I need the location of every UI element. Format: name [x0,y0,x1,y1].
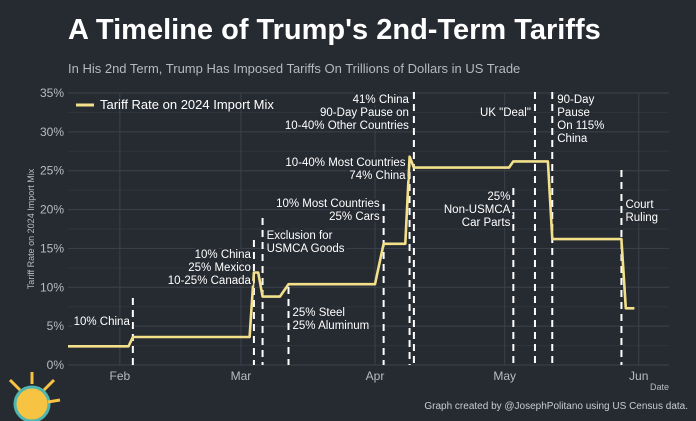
chart-title: A Timeline of Trump's 2nd-Term Tariffs [68,14,601,46]
source-credit: Graph created by @JosephPolitano using U… [424,401,688,412]
event-label: 74% China [349,170,406,182]
x-tick-label: Jun [629,369,648,383]
x-tick-label: Feb [110,369,131,383]
x-tick-label: Apr [366,369,385,383]
y-tick-label: 20% [40,203,64,217]
y-tick-label: 35% [40,86,64,100]
event-label: Court [625,199,654,211]
event-label: 90-Day Pause on [320,107,409,119]
event-label: UK "Deal" [480,107,531,119]
event-label: Exclusion for [267,230,333,242]
chart-subtitle: In His 2nd Term, Trump Has Imposed Tarif… [68,61,521,76]
axes: 0% 5% 10% 15% 20% 25% 30% 35% Feb Mar Apr May Jun Tar… [26,86,669,392]
event-label: 25% Steel [293,307,345,319]
y-tick-label: 10% [40,280,64,294]
event-label: 25% Cars [329,211,380,223]
event-label: China [557,133,588,145]
x-tick-label: Mar [231,369,252,383]
event-label: 10-40% Most Countries [285,157,405,169]
event-label: Car Parts [462,217,511,229]
sun-logo-icon [8,372,61,421]
y-axis-title: Tariff Rate on 2024 Import Mix [26,168,36,289]
x-axis-title: Date [650,382,669,392]
y-tick-label: 25% [40,164,64,178]
event-label: 10% China [74,316,131,328]
event-label: 90-Day [557,94,594,106]
legend-label: Tariff Rate on 2024 Import Mix [100,97,274,112]
y-tick-label: 15% [40,241,64,255]
y-tick-label: 0% [47,358,65,372]
event-label: Non-USMCA [444,204,511,216]
event-label: 41% China [353,94,410,106]
series-line [68,155,635,348]
event-label: 10% Most Countries [276,198,380,210]
gridlines [68,92,669,366]
event-label: 25% Aluminum [293,320,370,332]
event-label: Ruling [625,212,658,224]
series-layer [67,155,635,348]
event-label: USMCA Goods [267,243,345,255]
legend: Tariff Rate on 2024 Import Mix [76,97,274,112]
x-tick-label: May [493,369,516,383]
event-label: 25% Mexico [188,262,251,274]
y-tick-label: 30% [40,125,64,139]
event-label: 10% China [195,249,252,261]
y-tick-label: 5% [47,319,65,333]
event-label: On 115% [557,120,604,132]
event-label: 10-40% Other Countries [285,120,409,132]
event-label: 25% [487,191,510,203]
event-label: Pause [557,107,590,119]
event-label: 10-25% Canada [168,275,252,287]
